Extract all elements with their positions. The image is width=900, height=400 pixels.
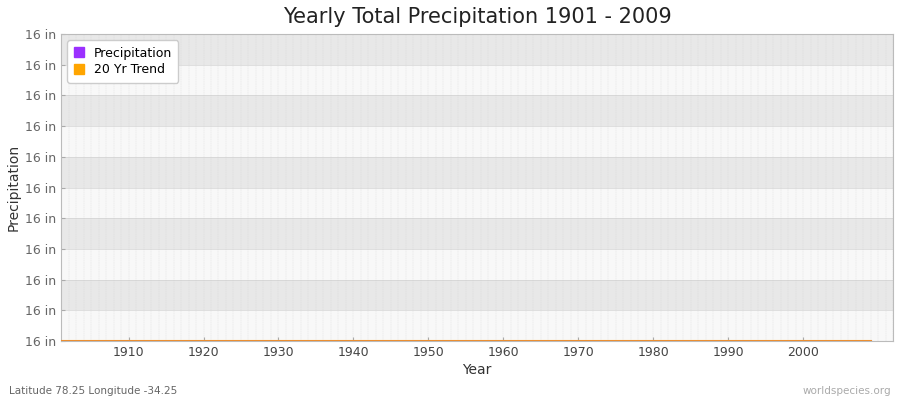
Bar [61,188,893,218]
Precipitation [498,339,508,344]
Precipitation [588,339,598,344]
Bar [61,96,893,126]
Text: worldspecies.org: worldspecies.org [803,386,891,396]
Precipitation [326,339,337,344]
20 Yr Trend [865,339,876,344]
Title: Yearly Total Precipitation 1901 - 2009: Yearly Total Precipitation 1901 - 2009 [283,7,671,27]
Y-axis label: Precipitation: Precipitation [7,144,21,231]
20 Yr Trend [326,339,337,344]
Bar [61,34,893,65]
Bar [61,126,893,157]
20 Yr Trend [116,339,127,344]
Precipitation [56,339,67,344]
20 Yr Trend [281,339,292,344]
Bar [61,249,893,280]
Bar [61,65,893,96]
20 Yr Trend [56,339,67,344]
Bar [61,157,893,188]
Precipitation [116,339,127,344]
Precipitation [865,339,876,344]
Bar [61,310,893,341]
Bar [61,280,893,310]
Text: Latitude 78.25 Longitude -34.25: Latitude 78.25 Longitude -34.25 [9,386,177,396]
20 Yr Trend [498,339,508,344]
20 Yr Trend [588,339,598,344]
Bar [61,218,893,249]
Legend: Precipitation, 20 Yr Trend: Precipitation, 20 Yr Trend [68,40,178,82]
X-axis label: Year: Year [463,363,491,377]
Precipitation [491,339,501,344]
Precipitation [281,339,292,344]
20 Yr Trend [491,339,501,344]
